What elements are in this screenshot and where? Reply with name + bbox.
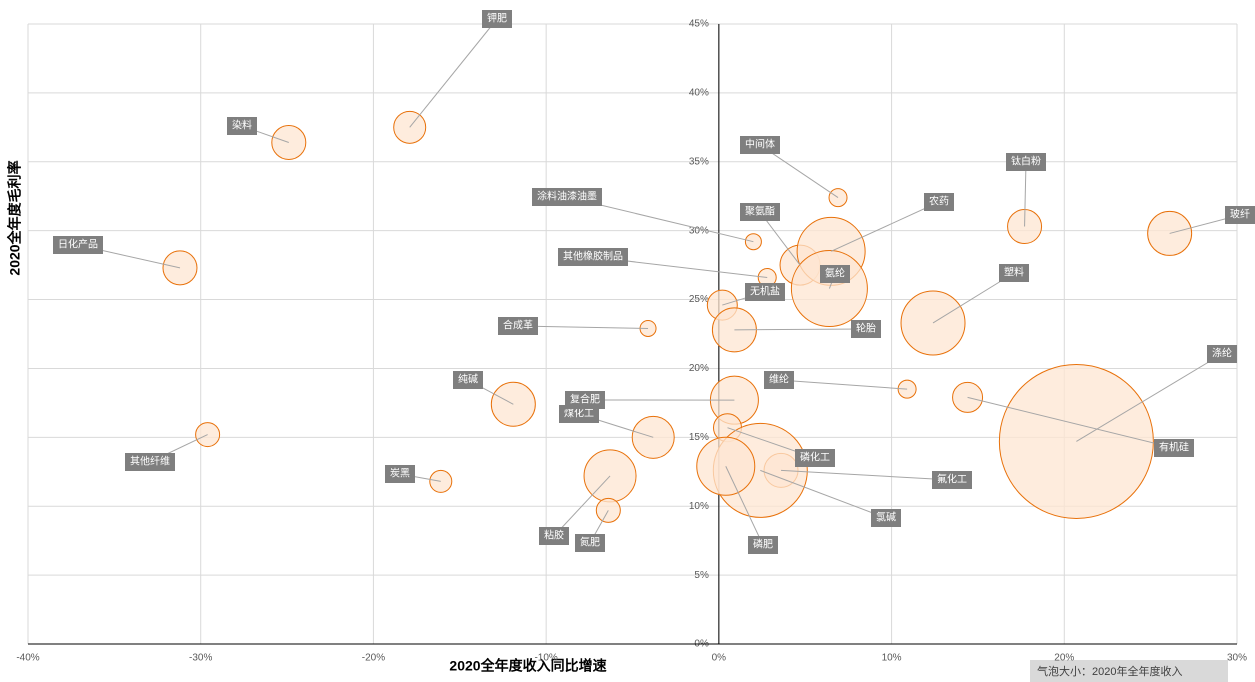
bubble [393,110,427,144]
y-axis-title: 2020全年度毛利率 [7,160,23,275]
label-box [745,283,785,301]
x-tick-label: -40% [16,653,39,664]
x-axis-title: 2020全年度收入同比增速 [449,658,606,674]
x-tick-label: -20% [362,653,385,664]
bubble-label: 复合肥 [570,393,600,406]
y-tick-label: 45% [689,19,709,30]
bubble-label: 轮胎 [856,322,876,335]
label-box [53,236,103,254]
label-box [1006,153,1046,171]
y-tick-label: 15% [689,432,709,443]
bubble-label: 涂料油漆油墨 [537,190,597,203]
label-box [764,371,794,389]
y-tick-label: 40% [689,88,709,99]
leader-line [781,469,953,481]
label-box [851,320,881,338]
y-tick-label: 35% [689,156,709,167]
label-box [924,193,954,211]
bubble-label: 氟化工 [937,473,967,486]
x-tick-label: -30% [189,653,212,664]
bubble-label: 氨纶 [825,267,845,280]
bubble-label: 日化产品 [58,238,98,251]
bubble-label: 钛白粉 [1011,155,1041,168]
leader-line [760,469,887,519]
bubble-label: 维纶 [769,373,789,386]
leader-line [830,201,940,252]
y-tick-label: 25% [689,294,709,305]
bubble-label: 煤化工 [564,407,594,420]
bubble-label: 磷肥 [753,538,773,551]
leader-line [778,379,908,390]
y-tick-label: 10% [689,501,709,512]
leader-line [553,475,611,537]
x-tick-label: 10% [882,653,902,664]
bubble-label: 粘胶 [544,529,564,542]
bubble-label: 玻纤 [1230,208,1250,221]
label-box [539,527,569,545]
bubble-label: 农药 [929,195,949,208]
leader-line [1076,353,1223,442]
label-box [565,391,605,409]
leader-line [517,325,649,329]
label-box [1207,345,1237,363]
label-box [932,471,972,489]
leader-line [725,466,764,546]
label-box [227,117,257,135]
bubble-label: 中间体 [745,138,775,151]
bubble-label: 塑料 [1004,266,1024,279]
label-box [559,405,599,423]
y-tick-label: 30% [689,225,709,236]
label-box [498,317,538,335]
bubble-label: 磷化工 [800,451,830,464]
leader-line [967,396,1175,449]
x-tick-label: 30% [1227,653,1247,664]
label-box [575,534,605,552]
label-box [748,536,778,554]
label-box [482,10,512,28]
x-tick-label: -10% [534,653,557,664]
label-box [558,248,628,266]
label-box [1225,206,1255,224]
bubble-label: 炭黑 [390,468,410,480]
bubble-label: 染料 [232,119,252,132]
bubble-label: 无机盐 [750,285,780,298]
leader-line [1024,161,1027,227]
label-box [453,371,483,389]
bubble-label: 其他纤维 [130,455,170,468]
label-box [740,136,780,154]
bubble-label: 氮肥 [580,536,600,549]
label-box [999,264,1029,282]
x-tick-label: 20% [1054,653,1074,664]
bubble-label: 纯碱 [458,373,478,386]
bubble-label: 涤纶 [1212,347,1232,360]
bubble-label: 氯碱 [876,511,896,524]
y-tick-label: 20% [689,363,709,374]
label-box [740,203,780,221]
label-box [125,453,175,471]
label-box [532,188,602,206]
bubble-label: 合成革 [503,319,533,332]
bubble-label: 聚氨酯 [745,205,775,218]
leader-line [409,18,498,128]
bubble-label: 有机硅 [1159,441,1189,454]
bubble-label: 其他橡胶制品 [563,250,623,263]
label-box [1154,439,1194,457]
y-tick-label: 5% [694,570,709,581]
leader-line [734,328,867,331]
bubble-label: 钾肥 [487,12,507,25]
label-box [795,449,835,467]
x-tick-label: 0% [712,653,727,664]
note: 气泡大小：2020年全年度收入 [1037,664,1182,678]
label-box [871,509,901,527]
label-box [385,465,415,483]
note-box [1030,660,1228,682]
label-box [820,265,850,283]
